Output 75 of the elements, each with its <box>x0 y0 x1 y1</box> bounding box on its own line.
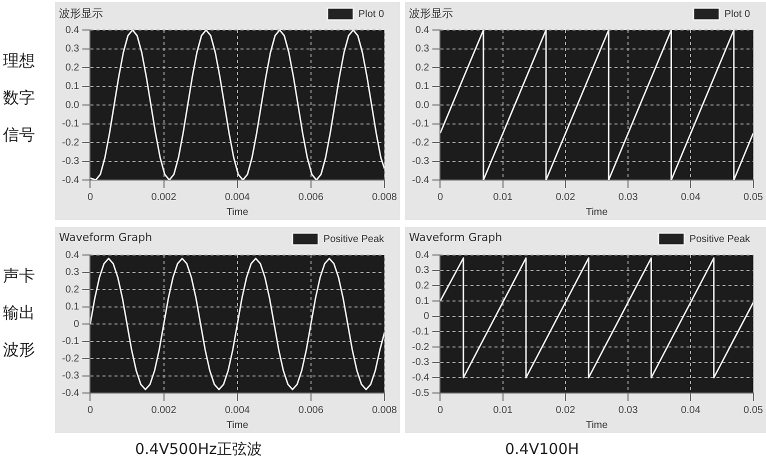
y-tick-label: -0.2 <box>62 353 80 364</box>
y-tick-label: 0.1 <box>65 302 80 312</box>
x-tick-label: 0 <box>87 192 94 203</box>
y-tick-label: -0.3 <box>412 156 430 167</box>
y-tick-label: 0.2 <box>65 62 80 74</box>
y-tick-label: -0.1 <box>62 336 80 347</box>
y-tick-label: -0.4 <box>412 174 430 186</box>
x-tick-label: 0.006 <box>298 404 324 416</box>
y-tick-label: 0.2 <box>65 284 80 296</box>
x-axis-title: Time <box>226 206 249 218</box>
x-tick-label: 0.002 <box>151 404 177 416</box>
text: 理想数字信号 <box>3 50 36 146</box>
legend-label: Positive Peak <box>689 234 751 245</box>
y-tick-label: 0.0 <box>415 100 430 111</box>
y-tick-label: -0.1 <box>62 118 80 130</box>
x-tick-label: 0.004 <box>224 404 250 416</box>
y-tick-label: -0.2 <box>62 137 80 148</box>
y-tick-label: 0.4 <box>65 24 80 36</box>
y-tick-label: 0.4 <box>415 250 430 261</box>
x-tick-label: 0 <box>87 404 94 416</box>
y-tick-label: 0.4 <box>415 24 430 36</box>
y-tick-label: 0.3 <box>65 44 80 54</box>
x-tick-label: 0.01 <box>493 404 514 416</box>
chart-title: Waveform Graph <box>409 231 502 244</box>
x-tick-label: 0 <box>437 192 444 203</box>
y-tick-label: 0.1 <box>415 296 430 307</box>
y-tick-label: 0.2 <box>415 62 430 74</box>
y-tick-label: -0.2 <box>412 342 430 353</box>
x-axis-title: Time <box>226 420 249 431</box>
y-tick-label: 0.1 <box>415 81 430 92</box>
legend-label: Plot 0 <box>724 8 750 20</box>
y-tick-label: 0 <box>74 318 80 330</box>
x-tick-label: 0.02 <box>556 404 576 416</box>
x-tick-label: 0.008 <box>372 404 398 416</box>
y-tick-label: 0.2 <box>415 280 430 292</box>
x-tick-label: 0.05 <box>744 404 764 416</box>
x-tick-label: 0 <box>437 404 444 416</box>
chart-title: 波形显示 <box>409 6 453 21</box>
x-tick-label: 0.008 <box>372 192 398 203</box>
chart-title: Waveform Graph <box>59 231 152 244</box>
chart-title: 波形显示 <box>59 6 103 21</box>
x-tick-label: 0.002 <box>151 192 177 203</box>
x-tick-label: 0.03 <box>618 404 638 416</box>
legend-label: Positive Peak <box>323 234 385 245</box>
y-tick-label: 0.3 <box>415 44 430 54</box>
y-tick-label: -0.3 <box>62 156 80 167</box>
y-tick-label: 0.3 <box>415 265 430 276</box>
y-tick-label: -0.4 <box>412 372 430 384</box>
x-tick-label: 0.05 <box>744 192 764 203</box>
x-axis-title: Time <box>586 420 608 431</box>
legend-label: Plot 0 <box>358 8 384 20</box>
y-tick-label: -0.3 <box>412 357 430 368</box>
x-axis-title: Time <box>586 206 608 218</box>
y-tick-label: 0 <box>424 311 430 322</box>
y-tick-label: 0.1 <box>65 81 80 92</box>
y-tick-label: -0.3 <box>62 370 80 382</box>
y-tick-label: -0.1 <box>412 118 430 130</box>
y-tick-label: -0.4 <box>62 388 80 399</box>
text: 0.4V500Hz正弦波 <box>135 440 262 459</box>
y-tick-label: 0.0 <box>65 100 80 111</box>
x-tick-label: 0.03 <box>618 192 638 203</box>
y-tick-label: -0.2 <box>412 137 430 148</box>
x-tick-label: 0.01 <box>493 192 514 203</box>
x-tick-label: 0.04 <box>680 404 701 416</box>
text: 0.4V100H <box>505 440 580 458</box>
x-tick-label: 0.004 <box>224 192 250 203</box>
x-tick-label: 0.006 <box>298 192 324 203</box>
y-tick-label: -0.5 <box>412 388 430 399</box>
x-tick-label: 0.04 <box>680 192 701 203</box>
y-tick-label: -0.1 <box>412 326 430 338</box>
x-tick-label: 0.02 <box>556 192 576 203</box>
text: 声卡输出波形 <box>3 265 36 361</box>
y-tick-label: -0.4 <box>62 174 80 186</box>
y-tick-label: 0.4 <box>65 250 80 261</box>
y-tick-label: 0.3 <box>65 267 80 278</box>
